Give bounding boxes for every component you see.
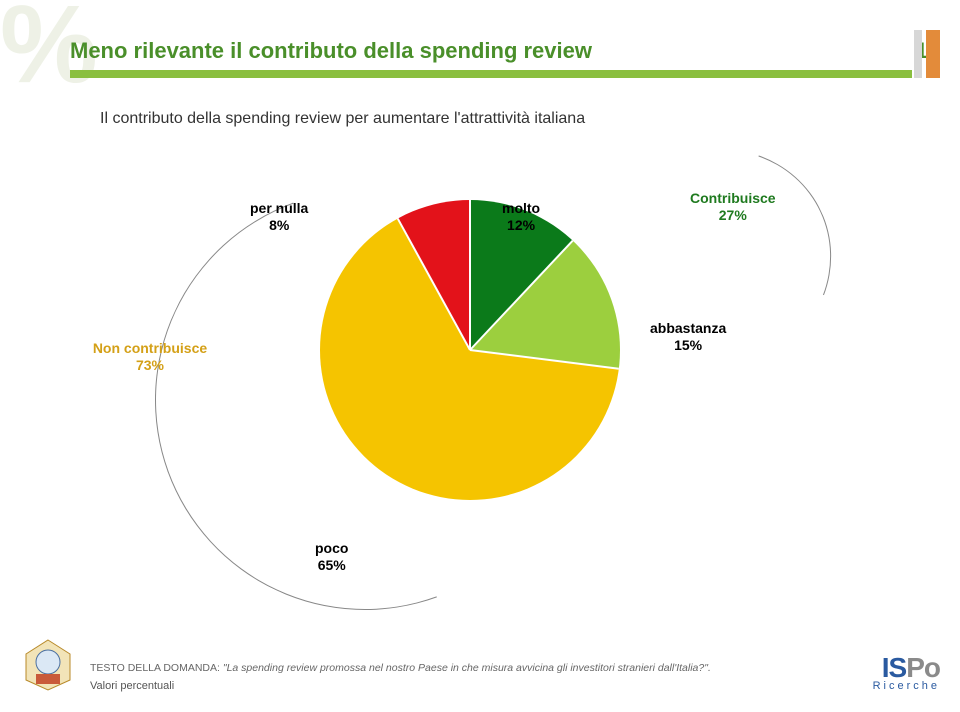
label-value: 15% — [650, 337, 726, 354]
logo-ispo-po: Po — [906, 652, 940, 683]
side-accent-gray — [914, 30, 922, 78]
label-contribuisce: Contribuisce 27% — [690, 190, 776, 224]
label-name: per nulla — [250, 200, 308, 217]
page: % Meno rilevante il contributo della spe… — [0, 0, 960, 712]
label-abbastanza: abbastanza 15% — [650, 320, 726, 354]
label-value: 12% — [502, 217, 540, 234]
label-non-contribuisce: Non contribuisce 73% — [70, 340, 230, 374]
logo-ispo-sub: Ricerche — [873, 680, 940, 692]
logo-ispo: ISPo Ricerche — [873, 652, 940, 692]
label-per-nulla: per nulla 8% — [250, 200, 308, 234]
label-value: 27% — [690, 207, 776, 224]
pie-divider — [469, 200, 471, 350]
label-molto: molto 12% — [502, 200, 540, 234]
label-value: 65% — [315, 557, 348, 574]
footer-question-prefix: TESTO DELLA DOMANDA: — [90, 662, 223, 674]
label-value: 73% — [70, 357, 230, 374]
label-name: poco — [315, 540, 348, 557]
page-title: Meno rilevante il contributo della spend… — [70, 38, 592, 64]
subtitle: Il contributo della spending review per … — [100, 110, 880, 128]
logo-abfe — [20, 636, 76, 692]
label-poco: poco 65% — [315, 540, 348, 574]
label-name: Contribuisce — [690, 190, 776, 207]
footer-valori: Valori percentuali — [90, 680, 174, 692]
side-accent-orange — [926, 30, 940, 78]
header: Meno rilevante il contributo della spend… — [70, 30, 960, 72]
label-value: 8% — [250, 217, 308, 234]
label-name: abbastanza — [650, 320, 726, 337]
footer: TESTO DELLA DOMANDA: "La spending review… — [20, 628, 940, 698]
label-name: Non contribuisce — [70, 340, 230, 357]
header-stripe — [70, 70, 912, 78]
logo-ispo-is: IS — [882, 652, 906, 683]
footer-question: TESTO DELLA DOMANDA: "La spending review… — [90, 662, 711, 674]
label-name: molto — [502, 200, 540, 217]
footer-question-text: "La spending review promossa nel nostro … — [223, 662, 711, 674]
pie-chart — [320, 200, 620, 500]
